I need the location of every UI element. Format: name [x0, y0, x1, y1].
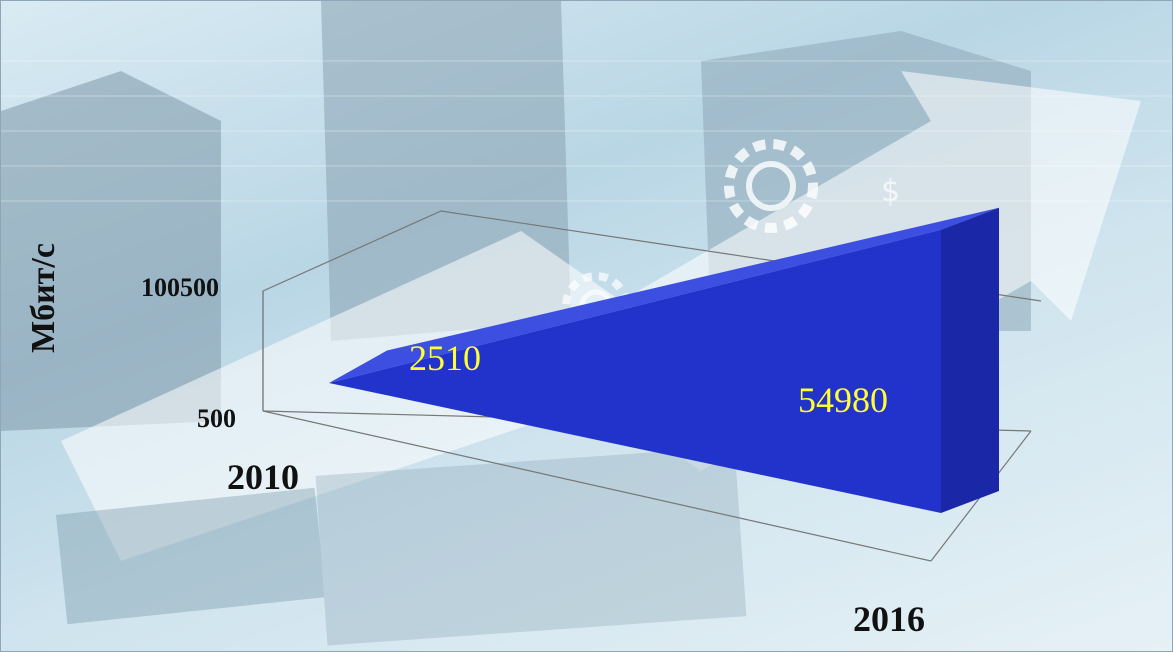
banknote-shape-2	[315, 446, 747, 646]
building-left-shape	[1, 71, 221, 431]
ribbon-front-face	[329, 229, 941, 514]
data-label-start: 2510	[409, 338, 481, 378]
ribbon-top-surface	[329, 207, 999, 383]
y-axis-title: Мбит/с	[25, 243, 62, 353]
x-tick-label-start: 2010	[227, 457, 299, 497]
chart-front-floor-line	[262, 410, 932, 562]
data-label-end: 54980	[798, 380, 888, 420]
ribbon-end-face	[941, 207, 999, 514]
dollar-icon: $	[881, 174, 900, 209]
gear-icon	[724, 139, 818, 233]
y-tick-label-top: 100500	[141, 273, 219, 302]
x-tick-label-end: 2016	[853, 599, 925, 639]
y-tick-label-bottom: 500	[197, 404, 236, 433]
banknote-shape	[55, 487, 327, 625]
